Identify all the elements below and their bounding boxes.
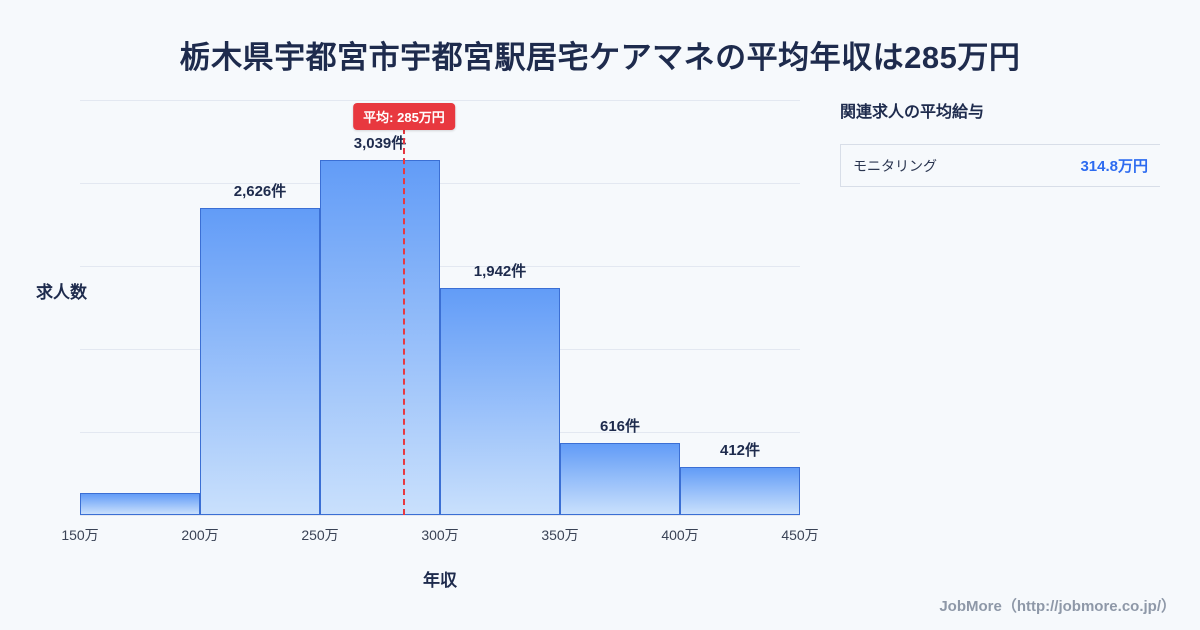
gridline — [80, 266, 800, 267]
footer-credit: JobMore（http://jobmore.co.jp/） — [939, 598, 1176, 615]
average-line — [403, 128, 405, 515]
gridline — [80, 515, 800, 516]
related-job-label: モニタリング — [853, 157, 937, 174]
x-tick-label: 300万 — [421, 527, 459, 543]
bar-label: 412件 — [719, 442, 761, 459]
bar-label: 2,626件 — [233, 183, 287, 200]
bar-label: 616件 — [599, 418, 641, 435]
page-title: 栃木県宇都宮市宇都宮駅居宅ケアマネの平均年収は285万円 — [179, 40, 1021, 75]
histogram-bar — [80, 493, 200, 515]
plot-area: 平均: 285万円 2,626件 3,039件 1,942件 616件 412件 150万… — [61, 100, 819, 543]
histogram-bar — [440, 288, 560, 515]
x-tick-label: 200万 — [181, 527, 219, 543]
x-tick-label: 400万 — [661, 527, 699, 543]
gridline — [80, 183, 800, 184]
x-tick-label: 350万 — [541, 527, 579, 543]
related-job-row: モニタリング 314.8万円 — [840, 144, 1160, 187]
related-job-value: 314.8万円 — [1080, 158, 1148, 175]
histogram-bar — [200, 208, 320, 515]
bar-label: 1,942件 — [473, 263, 527, 280]
x-tick-label: 450万 — [781, 527, 819, 543]
histogram-bar — [560, 443, 680, 515]
gridline — [80, 100, 800, 101]
average-badge: 平均: 285万円 — [353, 103, 455, 130]
x-axis-label: 年収 — [423, 571, 457, 590]
y-axis-label: 求人数 — [36, 283, 87, 302]
x-tick-label: 250万 — [301, 527, 339, 543]
x-tick-label: 150万 — [61, 527, 99, 543]
related-jobs-panel: 関連求人の平均給与 モニタリング 314.8万円 — [840, 98, 1160, 187]
related-jobs-title: 関連求人の平均給与 — [840, 104, 985, 121]
histogram-bar — [680, 467, 800, 515]
bar-label: 3,039件 — [353, 135, 407, 152]
histogram-bar — [320, 160, 440, 515]
